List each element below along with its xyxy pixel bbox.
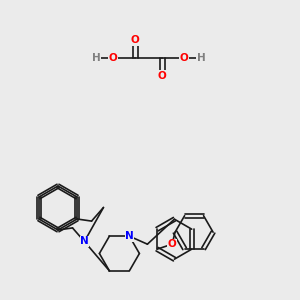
Text: N: N [80, 236, 89, 247]
Text: O: O [168, 239, 176, 249]
Text: O: O [130, 35, 140, 45]
Text: N: N [125, 231, 134, 241]
Text: O: O [109, 53, 117, 63]
Text: O: O [180, 53, 188, 63]
Text: H: H [196, 53, 206, 63]
Text: O: O [158, 71, 166, 81]
Text: H: H [92, 53, 100, 63]
